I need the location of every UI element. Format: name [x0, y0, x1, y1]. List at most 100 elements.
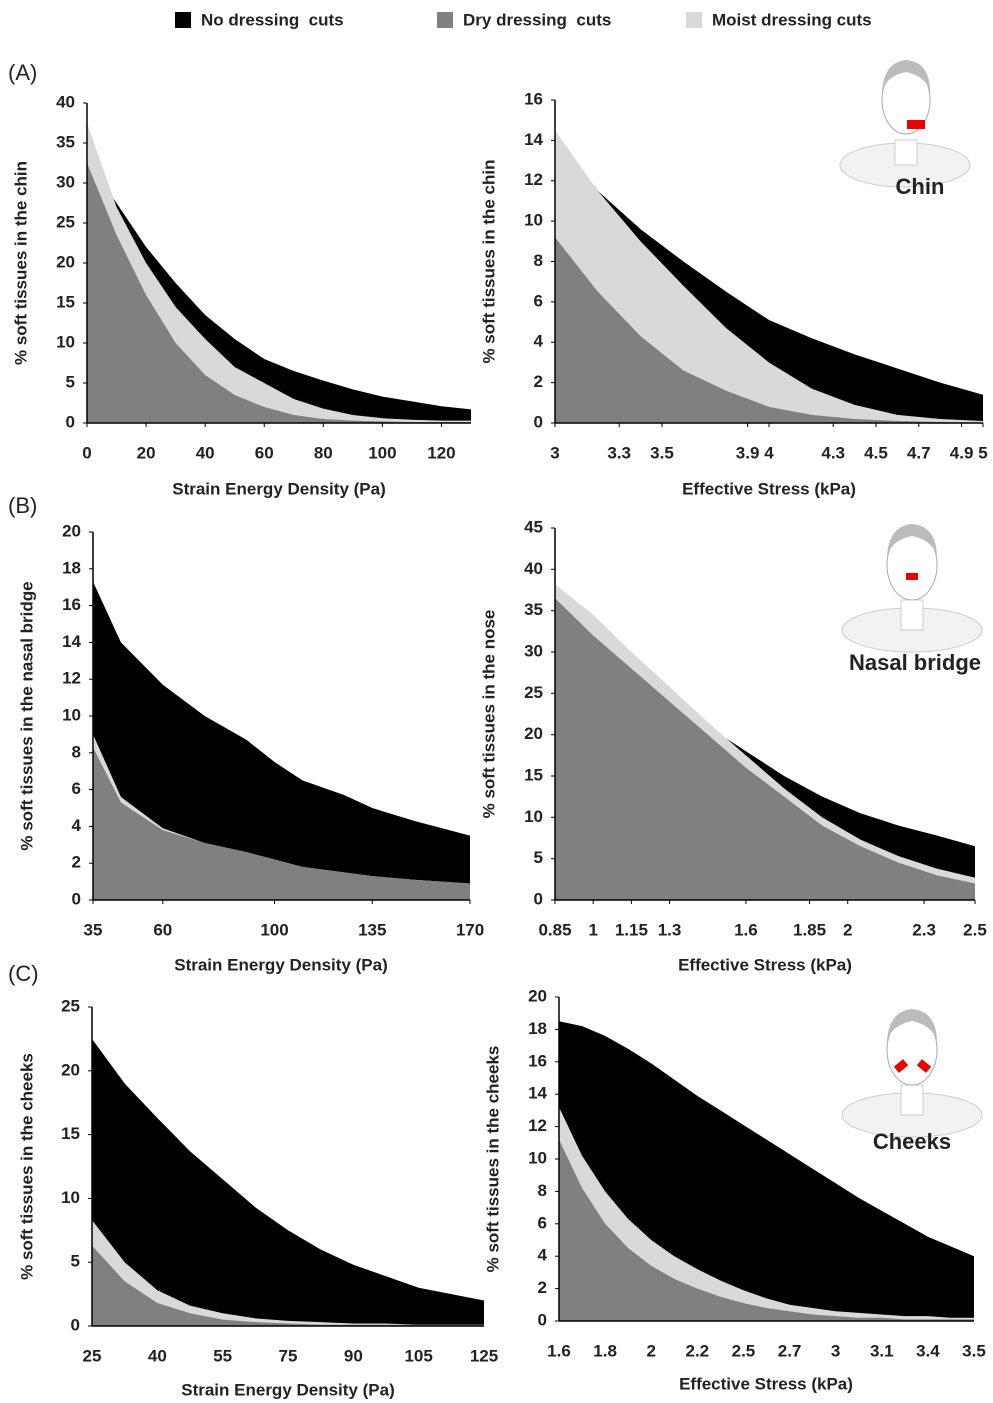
y-tick-label: 5	[66, 372, 75, 391]
y-tick-label: 6	[534, 291, 543, 310]
y-tick-label: 14	[524, 130, 543, 149]
area	[555, 598, 975, 900]
x-tick-label: 4.5	[864, 443, 888, 462]
y-tick-label: 35	[524, 600, 543, 619]
x-axis-title: Strain Energy Density (Pa)	[172, 479, 386, 498]
x-tick-label: 2	[646, 1341, 655, 1360]
area	[87, 163, 471, 423]
y-tick-label: 10	[56, 332, 75, 351]
y-tick-label: 12	[528, 1116, 547, 1135]
y-tick-label: 2	[534, 372, 543, 391]
x-tick-label: 3.1	[870, 1341, 894, 1360]
x-axis-title: Strain Energy Density (Pa)	[174, 955, 388, 974]
y-tick-label: 12	[524, 170, 543, 189]
legend-swatch	[437, 12, 453, 28]
site-label: Nasal bridge	[849, 650, 981, 675]
y-tick-label: 16	[524, 89, 543, 108]
x-tick-label: 3.9	[736, 443, 760, 462]
x-tick-label: 25	[83, 1346, 102, 1365]
x-tick-label: 1.15	[615, 920, 648, 939]
y-axis-title: % soft tissues in the chin	[479, 159, 498, 363]
x-tick-label: 120	[427, 443, 455, 462]
neck	[900, 1084, 924, 1116]
y-tick-label: 6	[72, 779, 81, 798]
y-tick-label: 15	[56, 292, 75, 311]
x-tick-label: 1.85	[793, 920, 826, 939]
neck	[900, 599, 924, 631]
y-tick-label: 10	[524, 807, 543, 826]
y-tick-label: 40	[56, 92, 75, 111]
panel-label: (B)	[8, 493, 37, 518]
x-tick-label: 2.5	[963, 920, 987, 939]
y-tick-label: 20	[61, 1060, 80, 1079]
x-axis-title: Effective Stress (kPa)	[682, 479, 856, 498]
x-tick-label: 3.5	[650, 443, 674, 462]
y-tick-label: 18	[528, 1019, 547, 1038]
y-tick-label: 8	[538, 1181, 547, 1200]
y-tick-label: 8	[534, 251, 543, 270]
area	[93, 747, 470, 900]
y-tick-label: 30	[56, 172, 75, 191]
area	[87, 123, 471, 423]
x-axis-title: Effective Stress (kPa)	[679, 1374, 853, 1393]
y-tick-label: 15	[524, 765, 543, 784]
site-label: Chin	[896, 174, 945, 199]
legend-label: No dressing cuts	[201, 10, 344, 29]
y-tick-label: 18	[62, 558, 81, 577]
x-tick-label: 2.5	[732, 1341, 756, 1360]
y-tick-label: 16	[62, 595, 81, 614]
y-axis-title: % soft tissues in the nose	[479, 610, 498, 819]
x-tick-label: 100	[368, 443, 396, 462]
x-tick-label: 1.8	[593, 1341, 617, 1360]
face-chin	[839, 60, 971, 188]
site-marker	[916, 1059, 932, 1073]
x-tick-label: 3.4	[916, 1341, 940, 1360]
x-tick-label: 60	[153, 920, 172, 939]
y-tick-label: 2	[72, 853, 81, 872]
y-tick-label: 0	[534, 412, 543, 431]
x-tick-label: 1	[588, 920, 597, 939]
x-tick-label: 100	[260, 920, 288, 939]
area	[92, 1245, 484, 1326]
y-tick-label: 45	[524, 517, 543, 536]
face-nose	[841, 524, 983, 653]
legend-swatch	[686, 12, 702, 28]
site-marker	[893, 1059, 909, 1073]
x-tick-label: 60	[255, 443, 274, 462]
area	[555, 237, 983, 423]
y-tick-label: 4	[534, 332, 544, 351]
panel-label: (C)	[8, 961, 39, 986]
area	[559, 1107, 974, 1321]
y-tick-label: 20	[528, 986, 547, 1005]
x-tick-label: 55	[213, 1346, 232, 1365]
site-label: Cheeks	[873, 1129, 951, 1154]
y-tick-label: 20	[56, 252, 75, 271]
legend-label: Dry dressing cuts	[463, 10, 611, 29]
area	[92, 1038, 484, 1326]
x-tick-label: 2.3	[912, 920, 936, 939]
neck	[894, 139, 918, 166]
y-axis-title: % soft tissues in the cheeks	[483, 1046, 502, 1273]
x-axis-title: Effective Stress (kPa)	[678, 955, 852, 974]
y-tick-label: 10	[528, 1148, 547, 1167]
area	[93, 581, 470, 900]
y-tick-label: 5	[71, 1252, 80, 1271]
y-tick-label: 35	[56, 132, 75, 151]
y-tick-label: 14	[62, 632, 81, 651]
x-tick-label: 0	[82, 443, 91, 462]
x-tick-label: 4.3	[821, 443, 845, 462]
x-tick-label: 3.3	[607, 443, 631, 462]
y-tick-label: 4	[72, 816, 82, 835]
area	[559, 1139, 974, 1321]
hair	[882, 60, 930, 92]
x-tick-label: 105	[404, 1346, 432, 1365]
panel-label: (A)	[8, 60, 37, 85]
x-tick-label: 135	[358, 920, 386, 939]
y-tick-label: 0	[72, 889, 81, 908]
site-marker	[906, 573, 918, 580]
hair	[887, 1009, 937, 1041]
y-axis-title: % soft tissues in the cheeks	[17, 1053, 36, 1280]
x-tick-label: 170	[456, 920, 484, 939]
y-tick-label: 16	[528, 1051, 547, 1070]
